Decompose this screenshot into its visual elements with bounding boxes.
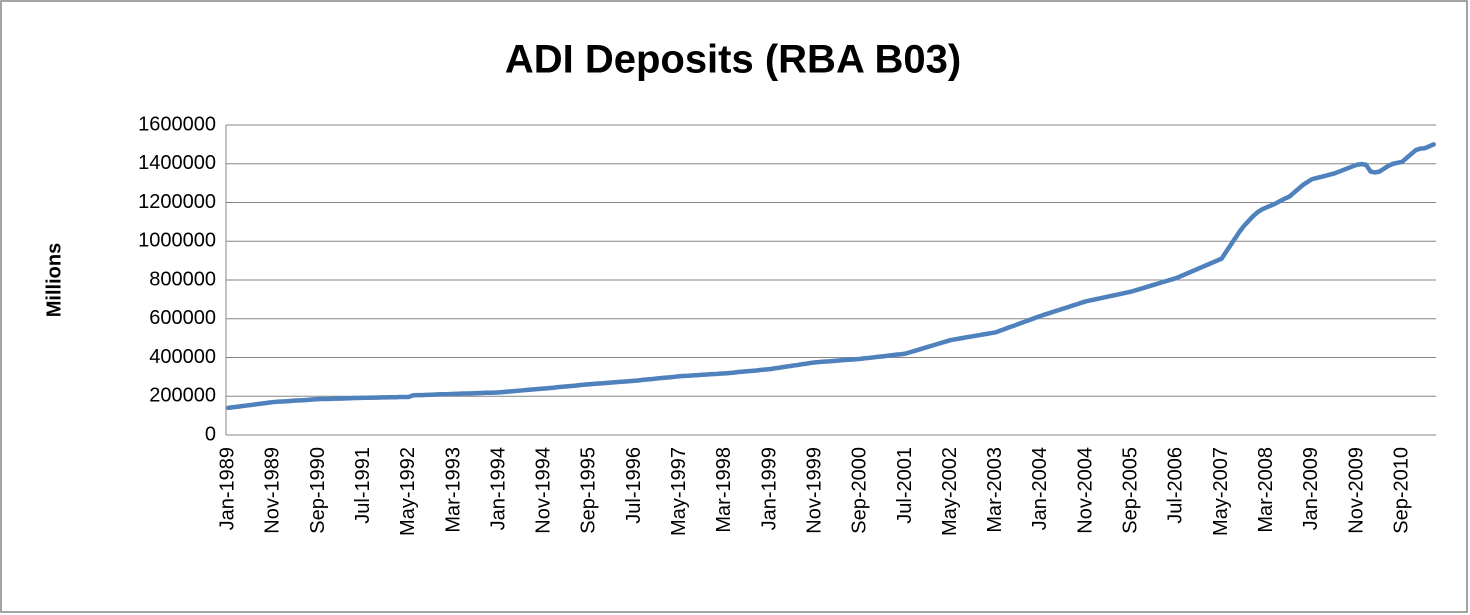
x-tick-label: Jan-1994 [487, 447, 509, 530]
x-tick-label: Mar-2008 [1255, 447, 1277, 533]
x-tick-label: Sep-1995 [578, 447, 600, 534]
y-axis-title: Millions [43, 243, 65, 317]
x-tick-label: Jan-1989 [217, 447, 239, 530]
y-tick-label: 200000 [149, 385, 216, 407]
y-tick-label: 1400000 [138, 152, 216, 174]
x-tick-label: Jan-1999 [758, 447, 780, 530]
x-tick-label: Nov-1999 [803, 447, 825, 534]
y-tick-label: 1000000 [138, 230, 216, 252]
y-tick-label: 1200000 [138, 191, 216, 213]
x-tick-label: Sep-2010 [1390, 447, 1412, 534]
y-tick-label: 1600000 [138, 113, 216, 135]
x-tick-label: Sep-2005 [1120, 447, 1142, 534]
x-tick-label: Jul-1996 [623, 447, 645, 524]
data-line [226, 142, 1436, 411]
x-tick-label: Jul-2001 [894, 447, 916, 524]
x-tick-label: Nov-1989 [262, 447, 284, 534]
x-tick-label: May-1992 [397, 447, 419, 536]
x-tick-label: Mar-2003 [984, 447, 1006, 533]
x-tick-label: Mar-1993 [442, 447, 464, 533]
y-tick-label: 600000 [149, 307, 216, 329]
x-tick-label: Nov-2009 [1345, 447, 1367, 534]
x-tick-label: Nov-1994 [533, 447, 555, 534]
y-tick-label: 800000 [149, 268, 216, 290]
x-tick-label: Jul-2006 [1165, 447, 1187, 524]
x-tick-label: May-2002 [939, 447, 961, 536]
x-tick-label: Mar-1998 [713, 447, 735, 533]
y-tick-label: 400000 [149, 346, 216, 368]
x-tick-label: Jan-2004 [1029, 447, 1051, 530]
x-tick-label: Nov-2004 [1074, 447, 1096, 534]
x-tick-label: Sep-1990 [307, 447, 329, 534]
x-tick-label: Sep-2000 [849, 447, 871, 534]
chart-title: ADI Deposits (RBA B03) [505, 38, 961, 82]
x-tick-label: Jul-1991 [352, 447, 374, 524]
y-tick-label: 0 [205, 423, 216, 445]
x-tick-label: Jan-2009 [1300, 447, 1322, 530]
x-tick-label: May-2007 [1210, 447, 1232, 536]
x-tick-label: May-1997 [668, 447, 690, 536]
